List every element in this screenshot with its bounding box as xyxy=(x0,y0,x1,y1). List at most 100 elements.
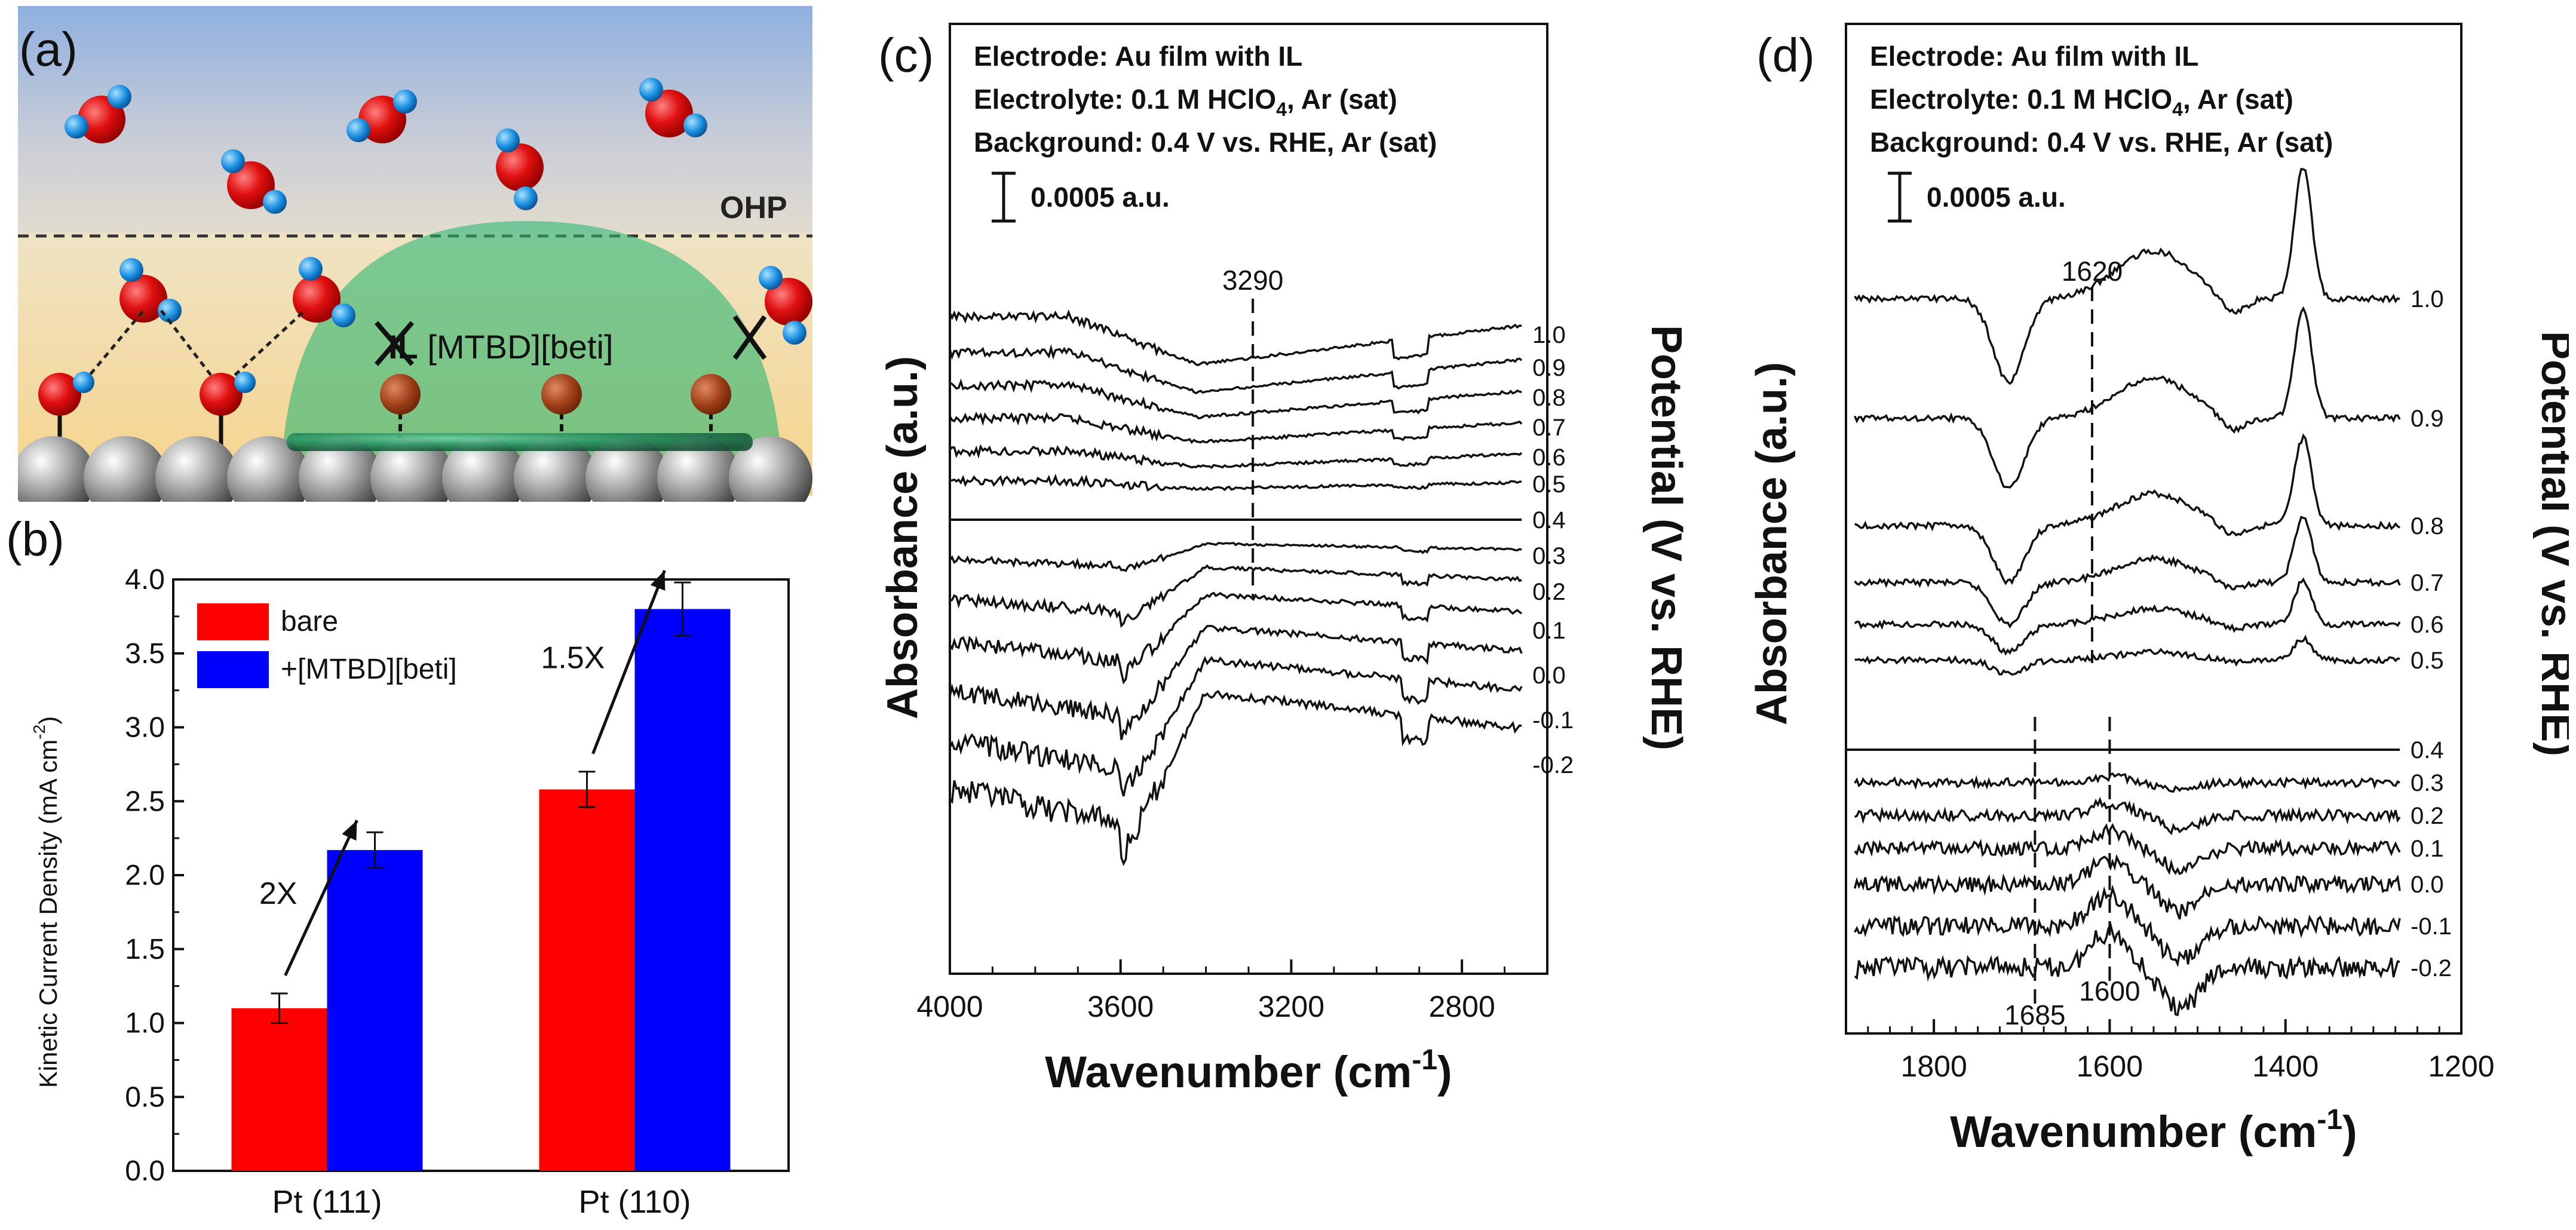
trace-label: 0.1 xyxy=(1532,618,1566,644)
trace xyxy=(949,474,1522,492)
trace-label: 0.9 xyxy=(1532,355,1566,381)
trace xyxy=(1854,433,2401,585)
b-ytick-label: 2.0 xyxy=(125,860,165,891)
water-molecules xyxy=(65,78,812,345)
trace-label: -0.1 xyxy=(1532,707,1574,734)
trace-label: -0.2 xyxy=(2411,955,2452,981)
header-suffix: , Ar (sat) xyxy=(1287,84,1397,115)
trace-label: 0.1 xyxy=(2411,836,2444,862)
panel-b-bar-chart: (b) Kinetic Current Density (mA cm-2) 0.… xyxy=(6,513,790,1220)
header-line: Electrolyte: 0.1 M HClO4, Ar (sat) xyxy=(974,84,1397,120)
header-line: Electrode: Au film with IL xyxy=(1870,41,2198,72)
d-marker-label-1600: 1600 xyxy=(2079,976,2140,1007)
xlabel-sup: -1 xyxy=(2317,1104,2342,1136)
b-legend-label: +[MTBD][beti] xyxy=(281,654,457,685)
xtick-label: 2800 xyxy=(1429,990,1495,1023)
trace xyxy=(1854,922,2400,1017)
header-text: Electrolyte: 0.1 M HClO xyxy=(1870,84,2172,115)
panel-b-wrap: (b) Kinetic Current Density (mA cm-2) 0.… xyxy=(0,508,824,1227)
trace xyxy=(949,655,1523,797)
trace xyxy=(949,591,1523,685)
b-ylabel-text: Kinetic Current Density (mA cm xyxy=(34,740,62,1088)
b-ytick-label: 1.0 xyxy=(125,1008,165,1039)
header-line: Background: 0.4 V vs. RHE, Ar (sat) xyxy=(1870,127,2333,158)
trace-label: 0.0 xyxy=(1532,662,1566,689)
d-marker-label-1620: 1620 xyxy=(2062,256,2123,287)
b-xtick-label: Pt (110) xyxy=(578,1184,691,1220)
trace-label: 0.3 xyxy=(2411,770,2444,796)
trace xyxy=(1854,577,2401,656)
header-suffix: , Ar (sat) xyxy=(2183,84,2293,115)
trace-label: 0.8 xyxy=(2411,513,2444,539)
b-ylabel: Kinetic Current Density (mA cm-2) xyxy=(30,716,62,1088)
panel-d-ir-spectra: (d) Absorbance (a.u.) Potential (V vs. R… xyxy=(1748,23,2569,1157)
xtick-label: 1600 xyxy=(2077,1050,2143,1083)
trace xyxy=(1854,823,2401,875)
scale-bar-label: 0.0005 a.u. xyxy=(1031,182,1170,213)
trace-label: 1.0 xyxy=(1532,322,1566,348)
b-annotation-arrow xyxy=(284,820,358,977)
b-bar xyxy=(231,1008,327,1171)
panel-a-schematic: (a) OHP IL [MTBD][beti] xyxy=(18,6,812,502)
xlabel-close: ) xyxy=(1437,1047,1452,1097)
b-ytick-label: 0.0 xyxy=(125,1155,165,1187)
xlabel-sup: -1 xyxy=(1412,1044,1437,1076)
c-ylabel: Absorbance (a.u.) xyxy=(879,356,927,719)
header-sub: 4 xyxy=(2172,99,2183,120)
adsorbed-water xyxy=(38,372,256,460)
trace-label: 1.0 xyxy=(2411,286,2444,312)
trace-label: 0.0 xyxy=(2411,872,2444,898)
trace xyxy=(1854,772,2400,793)
b-xtick-label: Pt (111) xyxy=(272,1184,382,1220)
pt-surface xyxy=(18,433,812,502)
header-sub: 4 xyxy=(1276,99,1287,120)
trace xyxy=(949,689,1522,866)
trace xyxy=(1854,168,2400,385)
header-line: Electrode: Au film with IL xyxy=(974,41,1302,72)
trace xyxy=(1854,306,2401,489)
header-text: Electrolyte: 0.1 M HClO xyxy=(974,84,1276,115)
ohp-label: OHP xyxy=(720,191,787,225)
trace-label: 0.3 xyxy=(1532,543,1566,569)
b-annotation-arrowhead xyxy=(342,820,357,841)
xtick-label: 3600 xyxy=(1087,990,1154,1023)
trace xyxy=(949,625,1523,740)
trace-label: 0.5 xyxy=(2411,648,2444,674)
trace-label: 0.7 xyxy=(2411,570,2444,596)
d-ylabel: Absorbance (a.u.) xyxy=(1748,362,1796,725)
header-line: Background: 0.4 V vs. RHE, Ar (sat) xyxy=(974,127,1437,158)
b-annotation-arrow xyxy=(591,570,666,754)
b-ytick-label: 4.0 xyxy=(125,564,165,596)
c-marker-label: 3290 xyxy=(1222,265,1283,296)
trace-label: 0.4 xyxy=(2411,737,2444,763)
trace xyxy=(1854,884,2401,968)
trace-label: 0.9 xyxy=(2411,406,2444,432)
trace-label: -0.2 xyxy=(1532,752,1574,778)
trace xyxy=(1854,796,2401,836)
xlabel: Wavenumber (cm-1) xyxy=(1950,1104,2357,1157)
c-potential-label: Potential (V vs. RHE) xyxy=(1642,325,1685,750)
trace xyxy=(949,344,1523,395)
trace-label: 0.6 xyxy=(1532,444,1566,471)
b-ytick-label: 0.5 xyxy=(125,1081,165,1113)
xtick-label: 1400 xyxy=(2252,1050,2319,1083)
trace xyxy=(949,411,1523,444)
trace-label: -0.1 xyxy=(2411,913,2452,940)
panel-label-a: (a) xyxy=(19,23,78,76)
trace-label: 0.2 xyxy=(2411,803,2444,829)
trace xyxy=(1854,634,2400,676)
b-annotation-label: 1.5X xyxy=(541,640,605,675)
xlabel-text: Wavenumber (cm xyxy=(1045,1047,1412,1097)
scale-bar-label: 0.0005 a.u. xyxy=(1927,182,2066,213)
b-ylabel-sup: -2 xyxy=(30,725,48,740)
b-annotation-label: 2X xyxy=(259,876,298,911)
b-legend-label: bare xyxy=(281,606,338,637)
trace xyxy=(949,309,1522,367)
header-text: Background: 0.4 V vs. RHE, Ar (sat) xyxy=(974,127,1437,158)
trace xyxy=(949,564,1522,628)
xlabel-text: Wavenumber (cm xyxy=(1950,1107,2317,1157)
trace-label: 0.7 xyxy=(1532,415,1566,441)
trace-label: 0.5 xyxy=(1532,471,1566,498)
b-ytick-label: 2.5 xyxy=(125,786,165,817)
d-potential-label: Potential (V vs. RHE) xyxy=(2532,331,2569,756)
